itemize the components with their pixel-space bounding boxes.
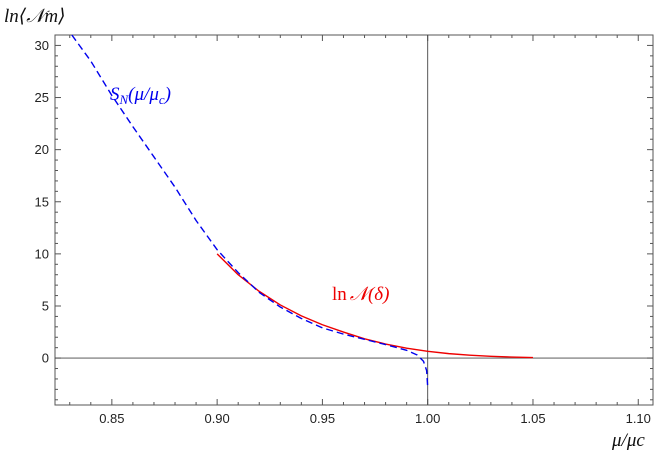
x-tick-label: 0.95 xyxy=(310,411,335,426)
y-tick-label: 25 xyxy=(35,90,49,105)
y-tick-label: 30 xyxy=(35,38,49,53)
x-tick-label: 0.90 xyxy=(204,411,229,426)
y-tick-label: 20 xyxy=(35,142,49,157)
series-label-lnn-args: (δ) xyxy=(368,284,390,305)
x-tick-label: 1.05 xyxy=(520,411,545,426)
y-tick-label: 0 xyxy=(42,351,49,366)
reference-lines xyxy=(55,35,653,405)
y-tick-label: 10 xyxy=(35,246,49,261)
y-axis-title: ln⟨𝒩m⟩ xyxy=(4,6,66,27)
x-tick-label: 1.10 xyxy=(626,411,651,426)
y-tick-label: 5 xyxy=(42,298,49,313)
series-line-sn xyxy=(71,34,429,388)
plot-frame xyxy=(54,34,654,406)
series-label-sn-sub: N xyxy=(119,92,130,107)
series-label-lnn-main: 𝒩 xyxy=(350,284,374,305)
series-label-sn-close: ) xyxy=(164,84,171,105)
series-label-sn-args: (μ/μ xyxy=(128,84,159,105)
series-label-sn-main: S xyxy=(110,84,120,105)
series-label-lnn: ln 𝒩(δ) xyxy=(332,284,389,305)
x-axis-title: μ/μc xyxy=(611,430,645,451)
series-group xyxy=(71,34,533,388)
x-tick-label: 0.85 xyxy=(99,411,124,426)
series-label-lnn-fn: ln xyxy=(332,284,347,305)
series-label-sn-args-sub: c xyxy=(159,92,165,107)
y-tick-label: 15 xyxy=(35,194,49,209)
x-tick-label: 1.00 xyxy=(415,411,440,426)
series-label-sn: SN(μ/μc) xyxy=(110,84,171,107)
